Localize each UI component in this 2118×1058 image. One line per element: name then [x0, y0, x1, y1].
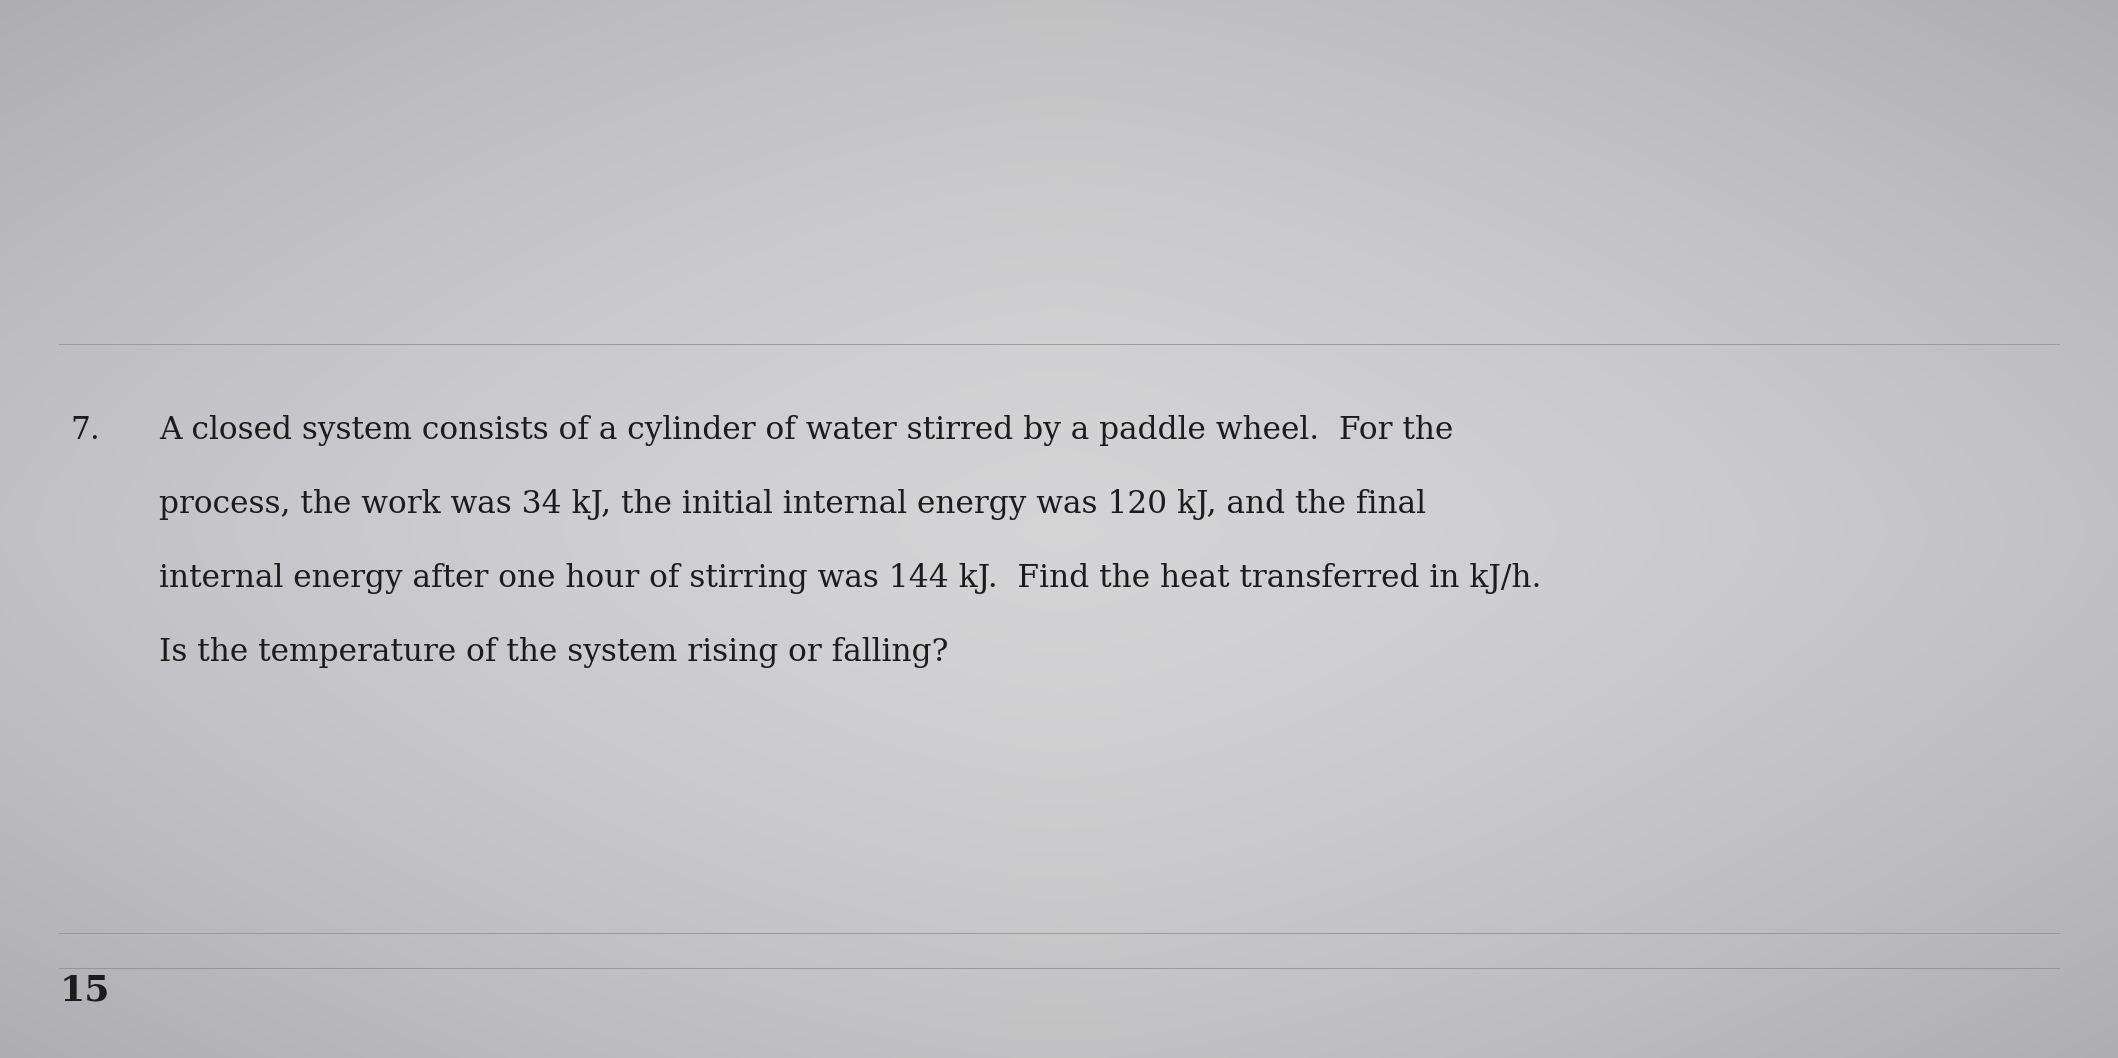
Text: process, the work was 34 kJ, the initial internal energy was 120 kJ, and the fin: process, the work was 34 kJ, the initial… — [159, 489, 1425, 519]
Text: 15: 15 — [59, 973, 110, 1007]
Text: internal energy after one hour of stirring was 144 kJ.  Find the heat transferre: internal energy after one hour of stirri… — [159, 563, 1542, 594]
Text: 7.: 7. — [70, 415, 100, 445]
Text: A closed system consists of a cylinder of water stirred by a paddle wheel.  For : A closed system consists of a cylinder o… — [159, 415, 1453, 445]
Text: Is the temperature of the system rising or falling?: Is the temperature of the system rising … — [159, 637, 949, 668]
